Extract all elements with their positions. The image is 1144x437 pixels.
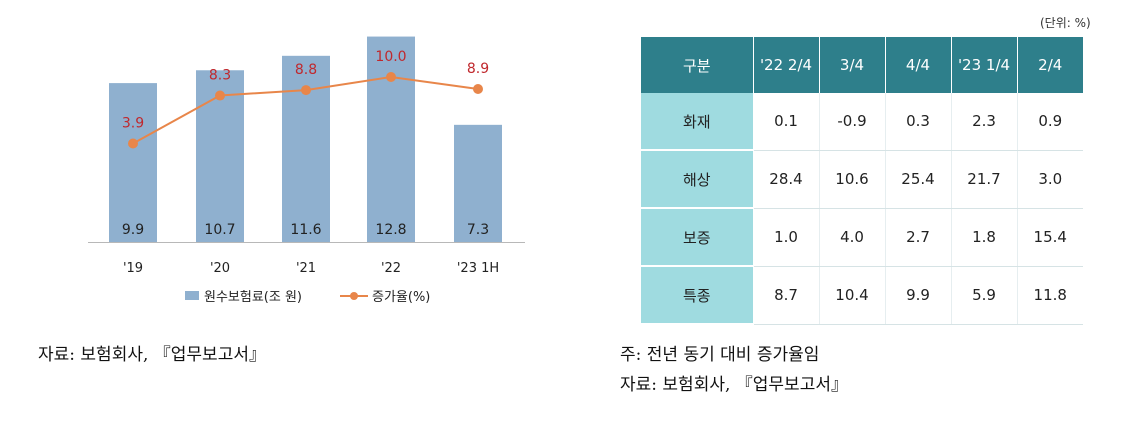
bar-value-label: 7.3 [467, 222, 489, 238]
bar [454, 124, 502, 242]
table-cell: 0.3 [885, 93, 952, 151]
table-cell: 2.7 [885, 208, 952, 267]
table-cell: -0.9 [819, 93, 886, 151]
row-label: 해상 [641, 150, 754, 209]
chart-source-note: 자료: 보험회사, 『업무보고서』 [38, 345, 266, 365]
table-unit-label: (단위: %) [1040, 16, 1091, 30]
table-cell: 1.8 [951, 208, 1018, 267]
growth-rate-label: 3.9 [122, 115, 144, 131]
table-cell: 4.0 [819, 208, 886, 267]
growth-rate-label: 8.9 [467, 61, 489, 77]
table-cell: 9.9 [885, 266, 952, 325]
growth-rate-point [301, 85, 311, 96]
x-tick-label: '19 [123, 261, 143, 276]
bar [367, 36, 415, 243]
growth-rate-table: 구분 '22 2/4 3/4 4/4 '23 1/4 2/4 화재 0.1 -0… [641, 37, 1083, 325]
table-cell: 15.4 [1017, 208, 1083, 267]
x-tick-label: '22 [381, 261, 401, 276]
table-cell: 10.6 [819, 150, 886, 209]
table-row: 화재 0.1 -0.9 0.3 2.3 0.9 [641, 93, 1083, 151]
row-label: 보증 [641, 208, 754, 267]
x-tick-label: '23 1H [457, 261, 499, 276]
bar [109, 83, 157, 242]
bar-value-label: 12.8 [375, 222, 406, 238]
table-cell: 10.4 [819, 266, 886, 325]
bar-value-label: 10.7 [204, 222, 235, 238]
growth-rate-label: 8.3 [209, 68, 231, 84]
table-cell: 11.8 [1017, 266, 1083, 325]
legend-bar-swatch [185, 291, 199, 300]
bar [282, 55, 330, 242]
growth-rate-point [386, 72, 396, 82]
table-header-period: '23 1/4 [951, 37, 1018, 93]
table-header-period: 2/4 [1017, 37, 1083, 93]
legend-line-marker [350, 292, 358, 300]
table-header-row: 구분 '22 2/4 3/4 4/4 '23 1/4 2/4 [641, 37, 1083, 93]
legend-line-label: 증가율(%) [372, 290, 430, 305]
table-cell: 1.0 [753, 208, 820, 267]
table-header-period: '22 2/4 [753, 37, 820, 93]
table-cell: 0.9 [1017, 93, 1083, 151]
table-cell: 5.9 [951, 266, 1018, 325]
table-cell: 8.7 [753, 266, 820, 325]
table-footnote: 주: 전년 동기 대비 증가율임 [620, 345, 820, 365]
table-cell: 25.4 [885, 150, 952, 209]
bar-value-label: 11.6 [290, 222, 321, 238]
growth-rate-point [473, 83, 483, 94]
bar-value-label: 9.9 [122, 222, 144, 238]
legend-bar-label: 원수보험료(조 원) [204, 290, 302, 305]
growth-rate-point [128, 138, 138, 149]
table-header-period: 3/4 [819, 37, 886, 93]
x-tick-label: '21 [296, 261, 316, 276]
growth-rate-label: 10.0 [375, 49, 406, 65]
table-cell: 3.0 [1017, 150, 1083, 209]
table-cell: 21.7 [951, 150, 1018, 209]
table-header-period: 4/4 [885, 37, 952, 93]
table-row: 보증 1.0 4.0 2.7 1.8 15.4 [641, 208, 1083, 267]
growth-rate-point [215, 90, 225, 101]
growth-rate-label: 8.8 [295, 62, 317, 78]
table-cell: 0.1 [753, 93, 820, 151]
table-source-note: 자료: 보험회사, 『업무보고서』 [620, 375, 848, 395]
premium-growth-chart: 9.9 10.7 11.6 12.8 7.3 '19 '20 '21 '22 '23 1H 3.9 8… [88, 36, 525, 305]
row-label: 특종 [641, 266, 754, 325]
table-cell: 28.4 [753, 150, 820, 209]
table-cell: 2.3 [951, 93, 1018, 151]
table-row: 해상 28.4 10.6 25.4 21.7 3.0 [641, 150, 1083, 209]
table-row: 특종 8.7 10.4 9.9 5.9 11.8 [641, 266, 1083, 325]
x-tick-label: '20 [210, 261, 230, 276]
table-header-category: 구분 [641, 37, 754, 93]
row-label: 화재 [641, 93, 754, 151]
